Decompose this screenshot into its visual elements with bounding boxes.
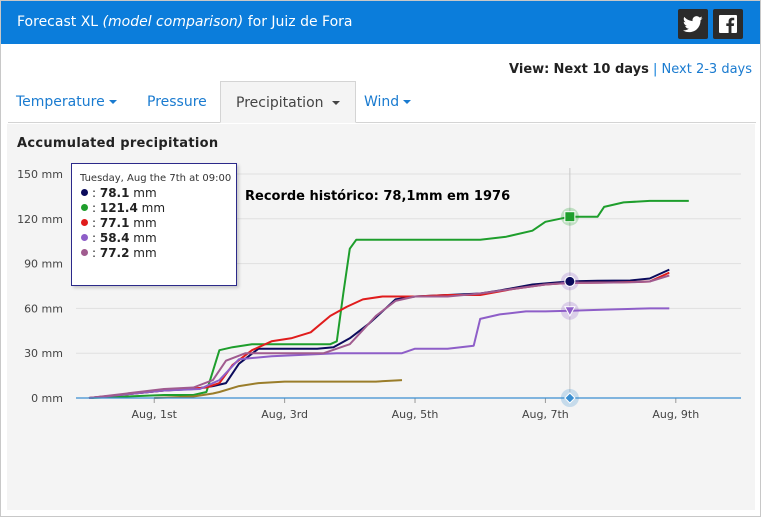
title-suffix: for Juiz de Fora — [247, 14, 353, 30]
y-tick-label: 90 mm — [24, 258, 63, 271]
y-tick-label: 60 mm — [24, 302, 63, 315]
tooltip-unit: mm — [129, 216, 157, 230]
tooltip-colon: : — [92, 216, 100, 230]
tooltip-value: 77.1 — [99, 216, 130, 230]
tooltip-colon: : — [92, 201, 100, 215]
title-prefix: Forecast XL — [17, 14, 99, 30]
tab-wind[interactable]: Wind — [364, 81, 412, 122]
tab-precipitation-label: Precipitation — [236, 95, 324, 111]
chevron-down-icon — [403, 100, 412, 104]
series-line-3 — [88, 271, 670, 399]
facebook-icon — [719, 15, 737, 33]
series-line-2 — [88, 199, 689, 399]
view-selector: View: Next 10 days | Next 2-3 days — [509, 62, 752, 77]
series-dot-icon — [81, 189, 88, 196]
tooltip-unit: mm — [129, 246, 157, 260]
tooltip-row: : 121.4 mm — [81, 201, 165, 215]
tab-bar: Temperature Pressure Precipitation Wind — [8, 81, 756, 123]
view-current: Next 10 days — [553, 62, 649, 77]
point-marker — [564, 211, 576, 223]
series-dot-icon — [81, 234, 88, 241]
tooltip-row: : 77.2 mm — [81, 246, 157, 260]
y-tick-label: 30 mm — [24, 347, 63, 360]
chart-area: Accumulated precipitation 0 mm 30 mm 60 mm 9… — [7, 124, 755, 510]
tab-pressure[interactable]: Pressure — [147, 81, 207, 122]
series-line-4 — [88, 307, 670, 399]
tooltip-unit: mm — [129, 231, 157, 245]
tab-wind-label: Wind — [364, 94, 400, 110]
tooltip-unit: mm — [137, 201, 166, 215]
y-tick-label: 0 mm — [31, 392, 63, 405]
tab-temperature[interactable]: Temperature — [16, 81, 117, 122]
series-dot-icon — [81, 249, 88, 256]
precipitation-chart: Accumulated precipitation 0 mm 30 mm 60 mm 9… — [17, 136, 741, 421]
point-marker — [564, 392, 576, 404]
tooltip-row: : 77.1 mm — [81, 216, 157, 230]
tooltip-value: 78.1 — [99, 186, 130, 200]
series-dot-icon — [81, 219, 88, 226]
tooltip-unit: mm — [129, 186, 157, 200]
tooltip-colon: : — [92, 231, 100, 245]
tooltip-header: Tuesday, Aug the 7th at 09:00 — [80, 173, 232, 184]
tooltip-row: : 78.1 mm — [81, 186, 157, 200]
chart-title: Accumulated precipitation — [17, 136, 218, 151]
tooltip-value: 121.4 — [99, 201, 138, 215]
series-line-1 — [88, 268, 670, 399]
tooltip-row: : 58.4 mm — [81, 231, 157, 245]
y-tick-label: 150 mm — [17, 168, 63, 181]
point-marker — [564, 275, 576, 287]
chevron-down-icon — [108, 100, 117, 104]
point-marker — [564, 306, 576, 317]
tooltip-colon: : — [92, 246, 100, 260]
tooltip-value: 58.4 — [99, 231, 130, 245]
series-dot-icon — [81, 204, 88, 211]
tooltip-value: 77.2 — [99, 246, 130, 260]
tab-temperature-label: Temperature — [16, 94, 105, 110]
view-label: View: — [509, 62, 550, 77]
chart-annotation: Recorde histórico: 78,1mm em 1976 — [245, 189, 510, 204]
tab-pressure-label: Pressure — [147, 94, 207, 110]
widget-title: Forecast XL (model comparison) for Juiz … — [17, 14, 353, 30]
x-tick-label: Aug, 9th — [652, 408, 699, 421]
x-tick-label: Aug, 3rd — [261, 408, 308, 421]
facebook-share-button[interactable] — [713, 9, 743, 39]
view-alternate-link[interactable]: Next 2-3 days — [661, 62, 752, 77]
twitter-share-button[interactable] — [678, 9, 708, 39]
header-bar: Forecast XL (model comparison) for Juiz … — [1, 1, 760, 44]
title-italic: (model comparison) — [102, 14, 244, 30]
view-separator: | — [653, 62, 658, 77]
chart-tooltip: Tuesday, Aug the 7th at 09:00 : 78.1 mm:… — [71, 163, 237, 286]
x-tick-label: Aug, 5th — [392, 408, 439, 421]
series-line-5 — [88, 274, 670, 399]
tab-precipitation[interactable]: Precipitation — [220, 81, 356, 123]
twitter-icon — [683, 15, 703, 32]
tooltip-colon: : — [92, 186, 100, 200]
series-line-6 — [154, 379, 403, 399]
x-tick-label: Aug, 1st — [131, 408, 177, 421]
chevron-down-icon — [331, 101, 340, 105]
x-tick-label: Aug, 7th — [522, 408, 569, 421]
y-tick-label: 120 mm — [17, 213, 63, 226]
